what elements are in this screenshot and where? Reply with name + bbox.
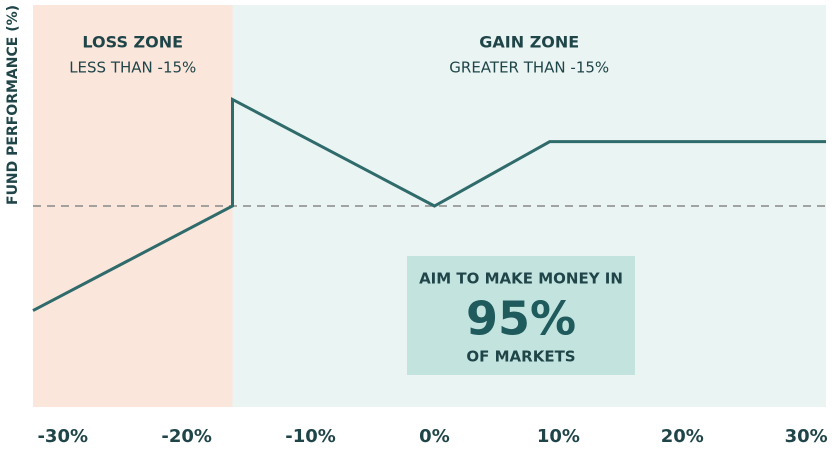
line — [32, 96, 826, 312]
callout-box — [407, 256, 635, 375]
zone-sublabel: LESS THAN -15% — [69, 59, 196, 77]
x-tick-label: 0% — [419, 426, 450, 447]
x-tick-label: -10% — [285, 426, 336, 447]
zone-label: GAIN ZONE — [479, 33, 579, 52]
callout-line1: AIM TO MAKE MONEY IN — [419, 270, 623, 288]
x-tick-label: 10% — [537, 426, 580, 447]
zone-label: LOSS ZONE — [82, 33, 183, 52]
zone-sublabel: GREATER THAN -15% — [449, 59, 609, 77]
callout-line2: OF MARKETS — [466, 348, 575, 366]
x-tick-label: -20% — [161, 426, 212, 447]
callout-value: 95% — [466, 292, 576, 346]
y-axis-label: FUND PERFORMANCE (%) — [5, 5, 21, 205]
x-tick-label: 20% — [661, 426, 704, 447]
x-tick-label: 30% — [785, 426, 828, 447]
x-tick-label: -30% — [37, 426, 88, 447]
